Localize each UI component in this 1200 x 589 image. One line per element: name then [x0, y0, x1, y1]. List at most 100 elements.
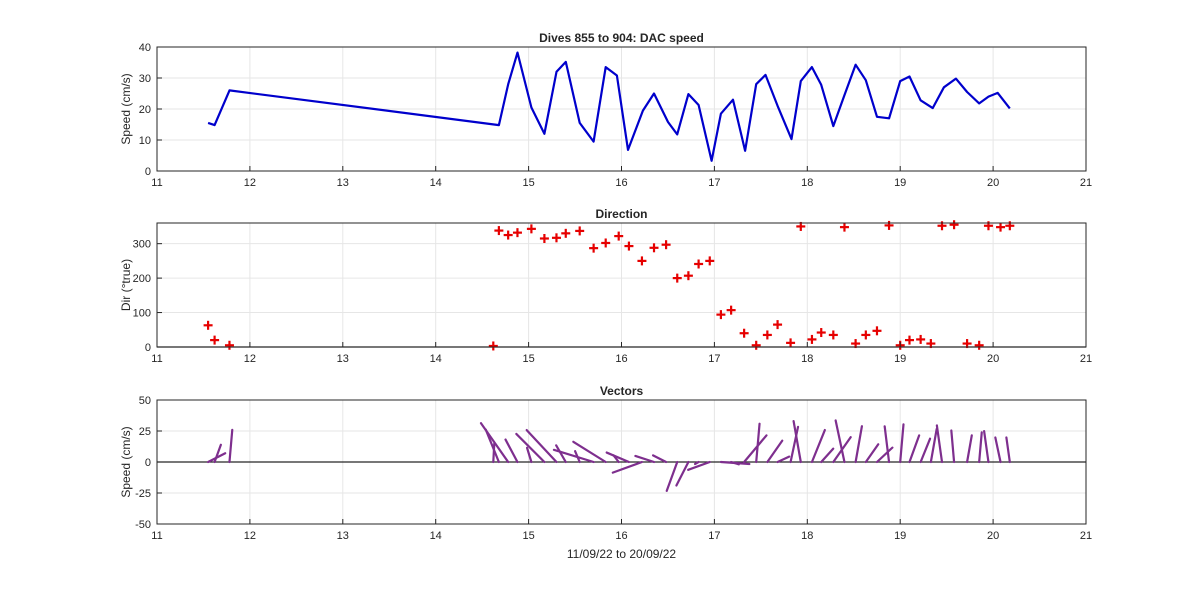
current-vector — [755, 422, 761, 464]
current-vector — [789, 425, 800, 464]
direction-point-marker — [589, 243, 599, 253]
speed-series-line — [207, 51, 1011, 162]
direction-point-marker — [561, 228, 571, 238]
vectors-y-tick-label: -50 — [135, 519, 151, 531]
direction-point-marker — [786, 338, 796, 348]
vectors-x-tick-label: 19 — [894, 530, 906, 542]
speed-x-tick-label: 13 — [337, 177, 349, 189]
direction-x-tick-label: 21 — [1080, 353, 1092, 365]
direction-plot: 11 12 13 14 15 16 17 18 19 20 21 0 100 200 300 Directio… — [119, 207, 1092, 365]
direction-x-tick-label: 13 — [337, 353, 349, 365]
current-vector — [675, 460, 690, 487]
speed-y-tick-label: 30 — [139, 73, 151, 85]
direction-point-marker — [539, 234, 549, 243]
direction-point-marker — [773, 320, 783, 330]
speed-x-tick-label: 16 — [615, 177, 627, 189]
speed-x-tick-label: 11 — [151, 177, 162, 189]
current-vector — [651, 454, 668, 464]
current-vector — [484, 428, 500, 464]
direction-point-marker — [716, 310, 726, 320]
current-vector — [899, 423, 905, 464]
direction-x-tick-label: 18 — [801, 353, 813, 365]
vectors-x-tick-label: 16 — [615, 530, 627, 542]
direction-point-marker — [494, 226, 504, 236]
direction-point-marker — [916, 334, 926, 344]
direction-point-marker — [526, 224, 536, 234]
direction-point-marker — [739, 328, 749, 338]
speed-x-tick-label: 14 — [430, 177, 442, 189]
vectors-title: Vectors — [600, 384, 644, 398]
direction-x-tick-label: 20 — [987, 353, 999, 365]
current-vector — [525, 428, 558, 464]
direction-x-tick-label: 11 — [151, 353, 162, 365]
current-vector — [634, 454, 656, 464]
current-vector — [492, 442, 496, 464]
current-vector — [552, 448, 595, 464]
direction-y-axis-label: Dir (°true) — [119, 259, 133, 311]
direction-point-marker — [637, 256, 647, 266]
direction-x-tick-label: 16 — [615, 353, 627, 365]
direction-point-marker — [904, 335, 914, 345]
current-vector — [555, 444, 567, 464]
current-vector — [665, 460, 679, 492]
current-vector — [834, 419, 846, 464]
vectors-y-axis-label: Speed (cm/s) — [119, 426, 133, 497]
current-vector — [687, 460, 711, 471]
direction-y-tick-label: 100 — [133, 308, 151, 320]
current-vector — [605, 451, 631, 464]
current-vector — [935, 424, 944, 464]
direction-point-marker — [210, 335, 220, 345]
direction-y-tick-label: 200 — [133, 273, 151, 285]
direction-point-marker — [996, 222, 1006, 232]
vectors-x-tick-label: 13 — [337, 530, 349, 542]
direction-point-marker — [575, 226, 585, 236]
current-vector — [572, 440, 607, 464]
direction-point-marker — [512, 228, 522, 238]
current-vector — [479, 422, 510, 464]
current-vector — [228, 428, 234, 464]
vectors-x-tick-label: 11 — [151, 530, 162, 542]
speed-y-tick-label: 20 — [139, 104, 151, 116]
direction-y-tick-label: 300 — [133, 239, 151, 251]
speed-x-tick-label: 20 — [987, 177, 999, 189]
current-vector — [978, 431, 983, 464]
speed-y-tick-label: 10 — [139, 135, 151, 147]
vectors-x-tick-label: 17 — [708, 530, 720, 542]
speed-x-tick-label: 18 — [801, 177, 813, 189]
direction-point-marker — [614, 231, 624, 241]
speed-title: Dives 855 to 904: DAC speed — [539, 31, 704, 45]
current-vector — [854, 425, 864, 464]
direction-point-marker — [807, 334, 817, 344]
current-vector — [525, 446, 533, 464]
speed-plot: 11 12 13 14 15 16 17 18 19 20 21 0 10 20 30 40 Dives 855… — [119, 31, 1092, 189]
direction-point-marker — [872, 326, 882, 336]
current-vector — [1005, 436, 1011, 464]
current-vector — [504, 438, 519, 464]
direction-point-marker — [884, 220, 894, 230]
direction-point-marker — [726, 305, 736, 315]
direction-point-marker — [224, 340, 234, 350]
vectors-x-tick-label: 21 — [1080, 530, 1092, 542]
vectors-y-tick-label: 25 — [139, 426, 151, 438]
speed-x-tick-label: 17 — [708, 177, 720, 189]
vectors-y-tick-label: 50 — [139, 395, 151, 407]
current-vector — [820, 447, 835, 464]
current-vector — [213, 443, 222, 464]
direction-point-marker — [762, 330, 772, 340]
vectors-y-tick-label: -25 — [135, 488, 151, 500]
direction-x-tick-label: 14 — [430, 353, 442, 365]
direction-point-marker — [816, 328, 826, 338]
current-vector — [743, 434, 768, 464]
direction-y-tick-label: 0 — [145, 342, 151, 354]
direction-x-tick-label: 15 — [522, 353, 534, 365]
current-vector — [776, 455, 791, 464]
vectors-x-tick-label: 18 — [801, 530, 813, 542]
direction-point-marker — [624, 241, 634, 251]
current-vector — [875, 446, 894, 464]
direction-point-marker — [601, 238, 611, 248]
direction-x-tick-label: 17 — [708, 353, 720, 365]
vectors-x-tick-label: 15 — [522, 530, 534, 542]
current-vector — [693, 460, 700, 466]
current-vector — [908, 434, 921, 464]
